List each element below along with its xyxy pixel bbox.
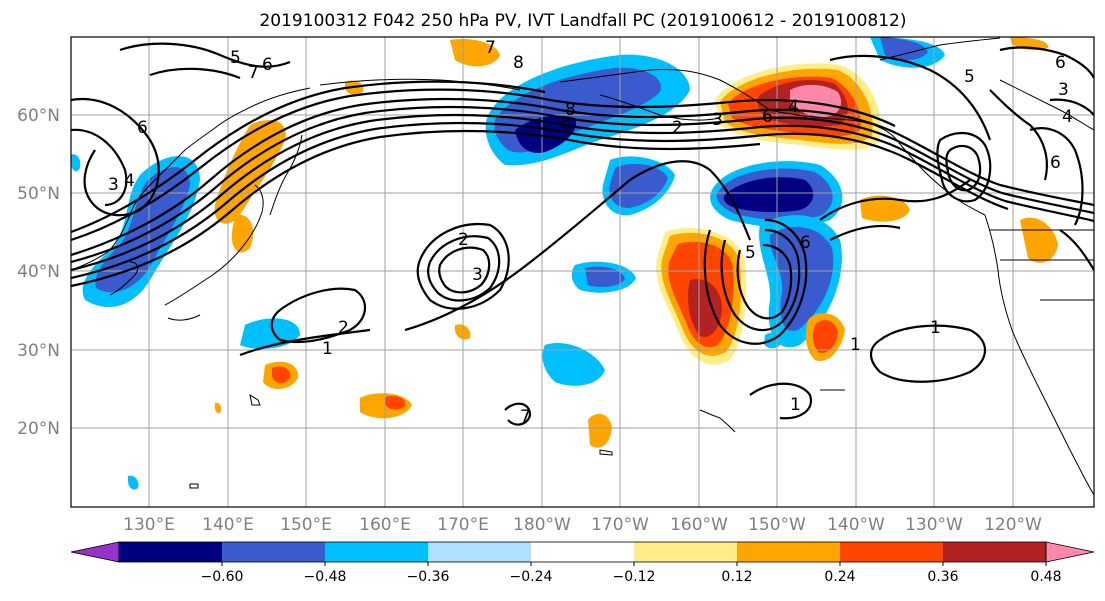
colorbar-bin [119,542,223,562]
contour-label: 1 [790,395,801,415]
lon-label-170w: 170°W [591,515,649,535]
colorbar-tick-label: −0.24 [510,569,553,585]
lon-label-140e: 140°E [202,515,254,535]
lat-label-40n: 40°N [17,262,60,282]
contour-label: 7 [248,63,259,83]
contour-label: 8 [565,100,576,120]
contour-label: 4 [1062,107,1073,127]
map-frame [70,36,1095,508]
contour-label: 7 [485,38,496,58]
colorbar-tick-label: 0.36 [927,569,958,585]
colorbar-tick-label: 0.24 [824,569,855,585]
contour-label: 2 [338,318,349,338]
colorbar-tick-label: −0.36 [407,569,450,585]
colorbar-tick-label: 0.12 [721,569,752,585]
lat-label-50n: 50°N [17,184,60,204]
shading-layer [71,37,1058,490]
contour-label: 1 [930,318,941,338]
lon-label-170e: 170°E [437,515,489,535]
contour-label: 2 [458,230,469,250]
contour-label: 5 [230,48,241,68]
contour-labels: 5 6 7 6 7 8 8 5 2 3 4 6 2 3 2 1 5 6 1 1 … [108,38,1073,427]
contour-label: 3 [1058,80,1069,100]
colorbar-extend-high [1045,541,1095,563]
contour-label: 6 [762,107,773,127]
contour-label: 7 [520,407,531,427]
lat-label-30n: 30°N [17,341,60,361]
lon-label-160e: 160°E [359,515,411,535]
contour-label: 1 [322,339,333,359]
colorbar-bin [634,542,738,562]
latitude-labels: 60°N 50°N 40°N 30°N 20°N [17,106,60,439]
contour-label: 4 [788,97,799,117]
colorbar-bin [222,542,326,562]
colorbar-bin [943,542,1047,562]
colorbar-extend-low [70,541,120,563]
lon-label-180w: 180°W [513,515,571,535]
colorbar-bin [840,542,944,562]
contour-label: 5 [560,118,571,138]
lon-label-120w: 120°W [984,515,1042,535]
contour-label: 6 [1055,53,1066,73]
contour-label: 8 [513,53,524,73]
lon-label-150e: 150°E [280,515,332,535]
pv-contours [71,42,1094,426]
contour-label: 1 [850,335,861,355]
colorbar-tick-label: 0.48 [1030,569,1061,585]
lon-label-150w: 150°W [748,515,806,535]
longitude-labels: 130°E 140°E 150°E 160°E 170°E 180°W 170°… [123,515,1042,535]
contour-label: 2 [672,118,683,138]
colorbar-bin [428,542,532,562]
contour-label: 6 [137,118,148,138]
lat-label-20n: 20°N [17,419,60,439]
coastlines [71,37,1094,496]
colorbar-border [118,541,1047,563]
contour-label: 6 [262,55,273,75]
lon-label-130e: 130°E [123,515,175,535]
contour-label: 3 [108,175,119,195]
colorbar: −0.60 −0.48 −0.36 −0.24 −0.12 0.12 0.24 0.36 0.4… [70,541,1095,585]
colorbar-tick-label: −0.12 [613,569,656,585]
lat-label-60n: 60°N [17,106,60,126]
figure-title: 2019100312 F042 250 hPa PV, IVT Landfall… [259,11,906,31]
contour-label: 4 [124,171,135,191]
colorbar-bin [737,542,841,562]
colorbar-bin [325,542,429,562]
colorbar-tick-label: −0.60 [201,569,244,585]
contour-label: 3 [712,110,723,130]
colorbar-tick-label: −0.48 [304,569,347,585]
lon-label-140w: 140°W [827,515,885,535]
contour-label: 5 [964,67,975,87]
colorbar-bin [531,542,635,562]
contour-label: 6 [800,233,811,253]
contour-label: 3 [472,265,483,285]
lon-label-130w: 130°W [905,515,963,535]
lon-label-160w: 160°W [670,515,728,535]
graticule [71,37,1094,507]
contour-label: 6 [1050,153,1061,173]
contour-label: 5 [745,243,756,263]
